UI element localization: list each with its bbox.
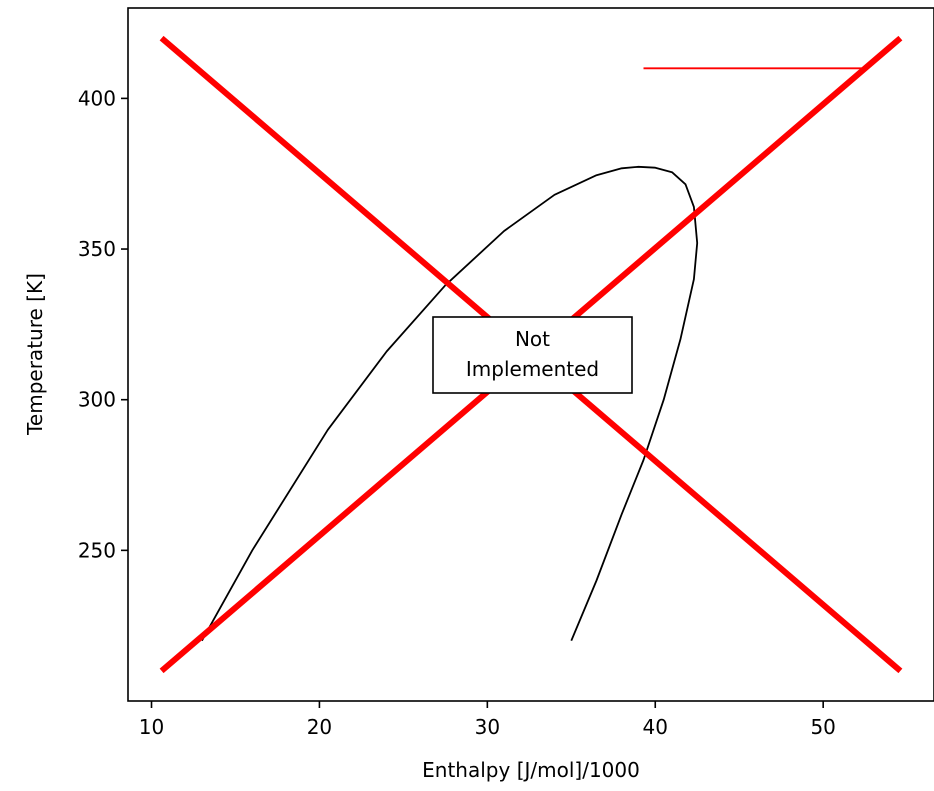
y-tick-label: 250 xyxy=(78,538,116,562)
y-axis-ticks: 250 300 350 400 xyxy=(78,86,128,562)
x-tick-label: 20 xyxy=(307,715,332,739)
y-tick-label: 350 xyxy=(78,237,116,261)
x-axis-ticks: 10 20 30 40 50 xyxy=(139,701,836,739)
x-tick-label: 30 xyxy=(475,715,500,739)
y-tick-label: 300 xyxy=(78,388,116,412)
x-axis-label: Enthalpy [J/mol]/1000 xyxy=(422,758,640,782)
y-tick-label: 400 xyxy=(78,86,116,110)
series-line-saturation-envelope xyxy=(201,165,699,642)
axes-frame xyxy=(127,7,934,702)
x-tick-label: 40 xyxy=(643,715,668,739)
annotation-line-2: Implemented xyxy=(466,357,599,381)
x-tick-label: 50 xyxy=(810,715,835,739)
annotation-box xyxy=(432,316,633,394)
y-axis-label: Temperature [K] xyxy=(23,273,47,436)
not-implemented-annotation: Not Implemented xyxy=(432,316,633,394)
annotation-line-1: Not xyxy=(515,327,550,351)
x-tick-label: 10 xyxy=(139,715,164,739)
